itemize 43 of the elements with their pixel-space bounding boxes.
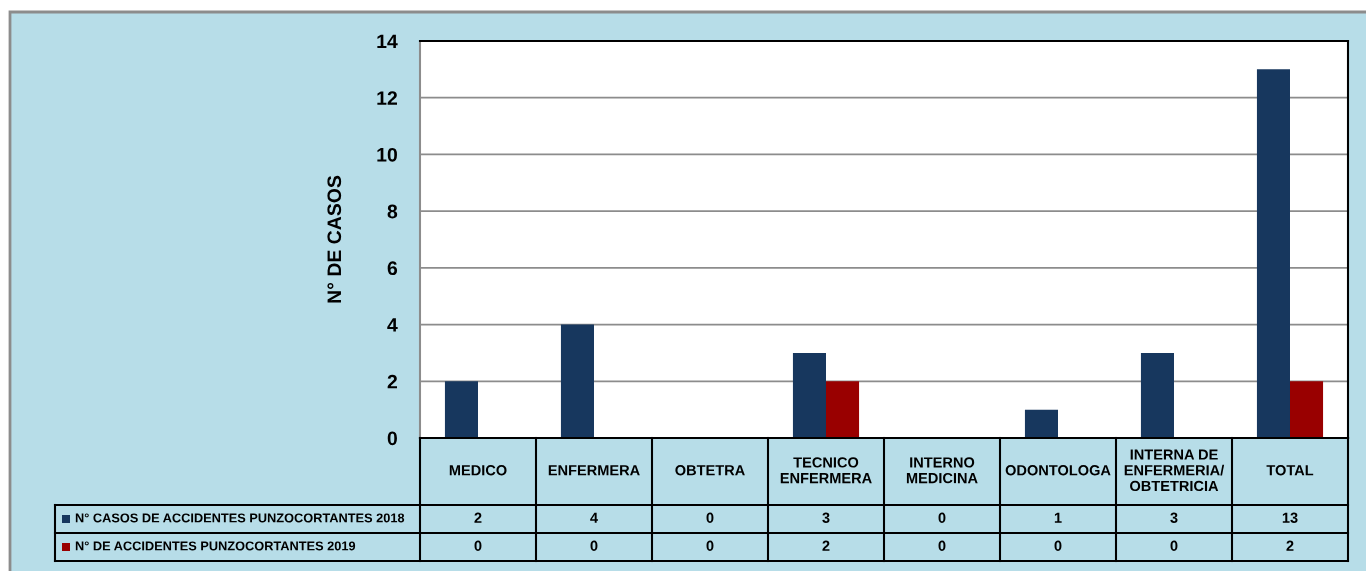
y-tick-label: 10	[377, 147, 397, 162]
x-tick-label: ENFERMERA	[548, 465, 640, 476]
y-tick-label: 12	[377, 91, 397, 105]
data-label: 0	[474, 540, 482, 551]
y-tick-label: 4	[387, 318, 398, 332]
data-label: 3	[822, 512, 830, 523]
data-label: 2	[474, 512, 482, 523]
x-tick-label: ODONTOLOGA	[1005, 465, 1111, 476]
data-label: 0	[590, 540, 598, 551]
y-tick-label: 0	[387, 431, 397, 446]
legend-label: N° DE ACCIDENTES PUNZOCORTANTES 2019	[75, 541, 356, 551]
legend-label: N° CASOS DE ACCIDENTES PUNZOCORTANTES 2018	[75, 513, 405, 523]
data-label: 3	[1170, 512, 1178, 523]
bar	[826, 381, 860, 438]
y-tick-label: 2	[387, 374, 397, 389]
data-label: 0	[938, 540, 946, 551]
y-tick-label: 6	[387, 261, 398, 276]
data-label: 2	[1286, 540, 1294, 551]
bar	[1024, 409, 1058, 438]
x-tick-label: TECNICO ENFERMERA	[780, 457, 872, 484]
x-tick-label: TOTAL	[1266, 465, 1314, 476]
y-tick-label: 8	[387, 204, 398, 219]
data-label: 4	[590, 512, 598, 523]
data-label: 1	[1054, 512, 1062, 523]
bar	[444, 381, 478, 438]
bar	[792, 352, 826, 438]
data-label: 0	[1054, 540, 1062, 551]
bar	[560, 324, 594, 438]
data-label: 13	[1282, 512, 1298, 523]
data-label: 0	[706, 512, 714, 523]
data-label: 0	[1170, 540, 1178, 551]
x-tick-label: INTERNA DE ENFERMERIA/ OBTETRICIA	[1124, 449, 1225, 492]
data-label: 2	[822, 540, 830, 551]
bar	[1256, 69, 1290, 438]
y-axis-title: N° DE CASOS	[327, 175, 342, 303]
data-label: 0	[938, 512, 946, 523]
bar	[1140, 352, 1174, 438]
y-tick-label: 14	[377, 34, 398, 49]
x-tick-label: OBTETRA	[675, 465, 745, 476]
bar	[1290, 381, 1324, 438]
x-tick-label: MEDICO	[449, 465, 507, 476]
data-label: 0	[706, 540, 714, 551]
x-tick-label: INTERNO MEDICINA	[906, 457, 978, 484]
